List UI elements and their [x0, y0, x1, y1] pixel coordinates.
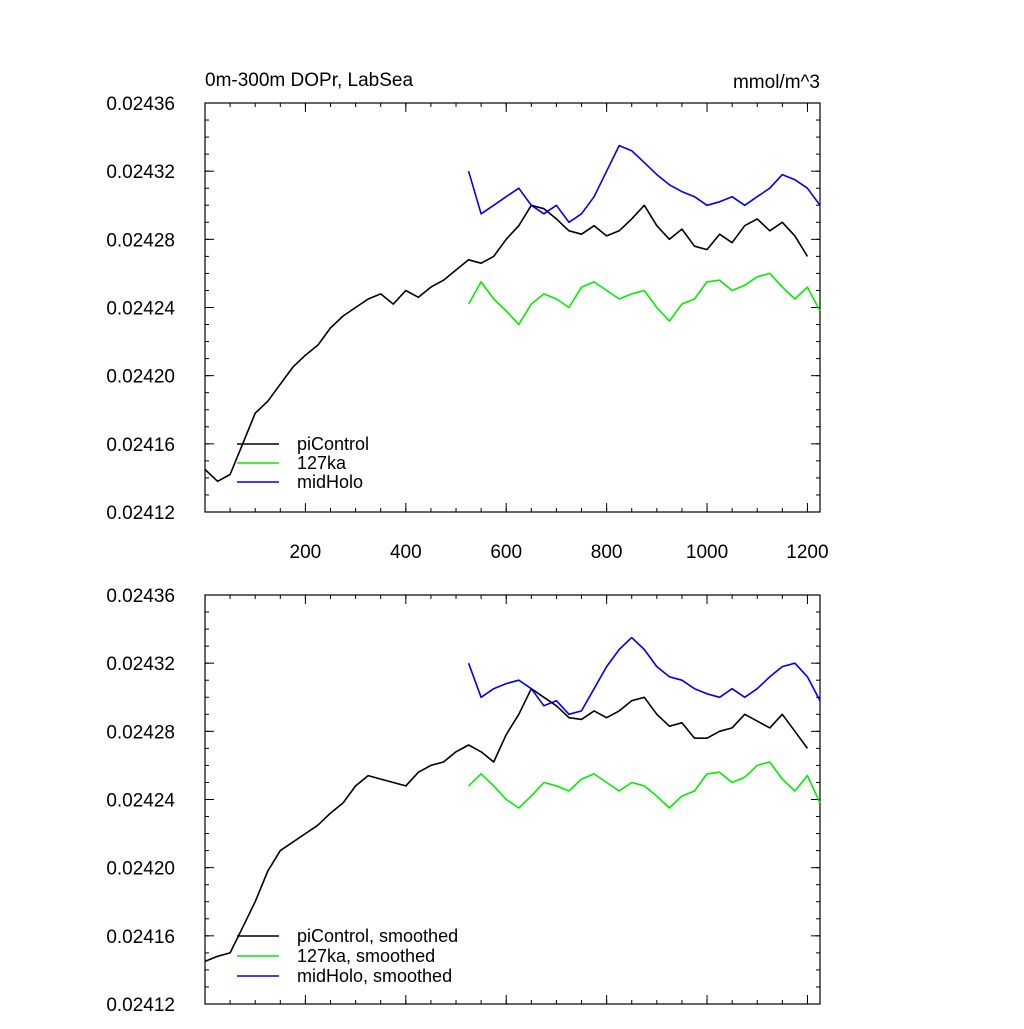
legend-label: piControl, smoothed: [297, 926, 458, 946]
legend-label: midHolo, smoothed: [297, 966, 452, 986]
y-tick-label: 0.02412: [106, 995, 175, 1016]
x-tick-label: 1200: [786, 542, 828, 563]
series-line-2: [467, 636, 821, 716]
x-tick-label: 600: [490, 542, 522, 563]
y-tick-label: 0.02412: [106, 503, 175, 524]
series-line-1: [468, 761, 821, 809]
series-line-2: [467, 144, 821, 224]
y-tick-label: 0.02436: [106, 586, 175, 607]
y-tick-label: 0.02424: [106, 791, 175, 812]
series-line-1: [467, 272, 821, 326]
bottom-plot-area: 0.02412 0.02416 0.02420 0.02424 0.02428 0.024…: [106, 586, 821, 1016]
y-tick-label: 0.02420: [106, 859, 175, 880]
series-line-0: [204, 687, 809, 963]
y-tick-label: 0.02424: [106, 299, 175, 320]
x-tick-label: 400: [390, 542, 422, 563]
legend-label: 127ka: [297, 453, 347, 473]
legend-label: piControl: [297, 434, 369, 454]
units-label: mmol/m^3: [733, 72, 820, 93]
y-tick-label: 0.02432: [106, 162, 175, 183]
y-tick-label: 0.02416: [106, 927, 175, 948]
series-line-0: [204, 204, 809, 483]
x-tick-label: 1000: [686, 542, 728, 563]
bottom-panel: 0.02412 0.02416 0.02420 0.02424 0.02428 0.024…: [106, 586, 821, 1016]
y-tick-label: 0.02416: [106, 435, 175, 456]
legend-label: midHolo: [297, 472, 363, 492]
y-tick-label: 0.02428: [106, 230, 175, 251]
y-tick-label: 0.02420: [106, 367, 175, 388]
top-panel: 0m-300m DOPr, LabSea mmol/m^3 0.024120.0…: [106, 70, 828, 563]
panel-title: 0m-300m DOPr, LabSea: [205, 70, 413, 91]
legend-label: 127ka, smoothed: [297, 946, 435, 966]
y-tick-label: 0.02436: [106, 94, 175, 115]
y-tick-label: 0.02428: [106, 722, 175, 743]
x-tick-label: 800: [591, 542, 623, 563]
top-plot-area: 0.02412 0.02416 0.02420 0.02424 0.02428 0.024…: [106, 94, 828, 563]
x-tick-label: 200: [290, 542, 322, 563]
y-tick-label: 0.02432: [106, 654, 175, 675]
